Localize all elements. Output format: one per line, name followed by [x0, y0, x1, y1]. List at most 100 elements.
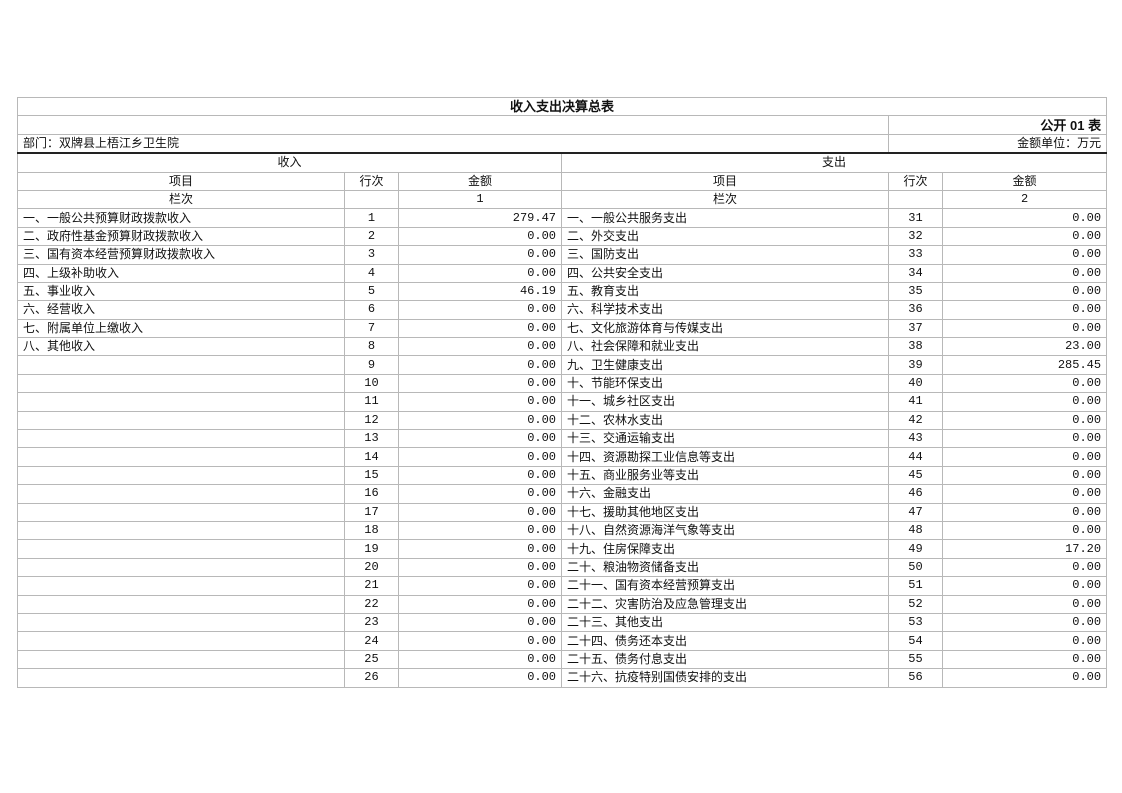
income-header: 收入 [17, 152, 562, 173]
income-index-label: 栏次 [17, 189, 345, 210]
table-row: 一、一般公共预算财政拨款收入 1 279.47 一、一般公共服务支出 31 0.00 [17, 208, 1108, 228]
income-item: 二、政府性基金预算财政拨款收入 [17, 226, 345, 247]
income-amount: 0.00 [398, 392, 562, 412]
expense-item: 二十三、其他支出 [561, 612, 889, 633]
income-line: 2 [344, 226, 399, 247]
income-item: 六、经营收入 [17, 300, 345, 320]
income-amount: 0.00 [398, 447, 562, 467]
table-row: 12 0.00 十二、农林水支出 42 0.00 [17, 410, 1108, 431]
income-line: 25 [344, 649, 399, 670]
expense-header: 支出 [560, 152, 1108, 173]
expense-line: 49 [888, 539, 943, 559]
income-amount: 0.00 [398, 245, 562, 265]
expense-item: 二十二、灾害防治及应急管理支出 [561, 594, 889, 614]
expense-line: 54 [888, 631, 943, 651]
income-item [17, 355, 345, 375]
table-row: 15 0.00 十五、商业服务业等支出 45 0.00 [17, 465, 1108, 486]
expense-amount: 0.00 [941, 392, 1108, 412]
expense-amount: 23.00 [941, 337, 1108, 357]
income-col-index: 1 [398, 189, 562, 210]
expense-item: 二、外交支出 [561, 226, 889, 247]
income-amount-header: 金额 [398, 171, 562, 191]
expense-line: 40 [888, 373, 943, 394]
income-amount: 0.00 [398, 300, 562, 320]
expense-amount: 0.00 [941, 649, 1108, 670]
income-line: 21 [344, 576, 399, 596]
expense-col-index: 2 [941, 189, 1108, 210]
table-row: 16 0.00 十六、金融支出 46 0.00 [17, 484, 1108, 504]
income-line: 12 [344, 410, 399, 431]
income-line: 17 [344, 502, 399, 522]
expense-amount: 0.00 [941, 245, 1108, 265]
expense-line: 34 [888, 263, 943, 283]
income-amount: 0.00 [398, 520, 562, 541]
expense-line: 53 [888, 612, 943, 633]
income-line: 4 [344, 263, 399, 283]
blank-cell [888, 189, 943, 210]
expense-item: 六、科学技术支出 [561, 300, 889, 320]
income-item [17, 502, 345, 522]
income-line: 20 [344, 557, 399, 578]
income-amount: 0.00 [398, 576, 562, 596]
expense-item: 十九、住房保障支出 [561, 539, 889, 559]
income-line: 10 [344, 373, 399, 394]
expense-item: 一、一般公共服务支出 [561, 208, 889, 228]
expense-line: 33 [888, 245, 943, 265]
expense-line: 43 [888, 429, 943, 449]
income-amount: 0.00 [398, 539, 562, 559]
income-line: 5 [344, 281, 399, 302]
expense-amount: 0.00 [941, 410, 1108, 431]
expense-item: 八、社会保障和就业支出 [561, 337, 889, 357]
income-item [17, 576, 345, 596]
expense-item: 十八、自然资源海洋气象等支出 [561, 520, 889, 541]
expense-line: 38 [888, 337, 943, 357]
income-item [17, 410, 345, 431]
table-row: 二、政府性基金预算财政拨款收入 2 0.00 二、外交支出 32 0.00 [17, 226, 1108, 247]
expense-amount: 0.00 [941, 226, 1108, 247]
income-amount: 0.00 [398, 465, 562, 486]
income-item: 八、其他收入 [17, 337, 345, 357]
expense-item: 七、文化旅游体育与传媒支出 [561, 318, 889, 339]
income-amount: 0.00 [398, 594, 562, 614]
expense-item: 三、国防支出 [561, 245, 889, 265]
expense-amount: 0.00 [941, 429, 1108, 449]
expense-line: 31 [888, 208, 943, 228]
table-row: 七、附属单位上缴收入 7 0.00 七、文化旅游体育与传媒支出 37 0.00 [17, 318, 1108, 339]
expense-amount: 0.00 [941, 465, 1108, 486]
form-code: 公开 01 表 [887, 115, 1108, 135]
income-item [17, 594, 345, 614]
department-label: 部门：双牌县上梧江乡卫生院 [17, 133, 889, 155]
expense-amount: 0.00 [941, 576, 1108, 596]
income-line: 22 [344, 594, 399, 614]
income-line: 24 [344, 631, 399, 651]
expense-amount: 0.00 [941, 520, 1108, 541]
expense-line: 37 [888, 318, 943, 339]
income-item [17, 373, 345, 394]
income-amount: 0.00 [398, 410, 562, 431]
expense-amount: 0.00 [941, 373, 1108, 394]
expense-item: 十四、资源勘探工业信息等支出 [561, 447, 889, 467]
expense-amount: 0.00 [941, 281, 1108, 302]
income-line: 13 [344, 429, 399, 449]
table-row: 10 0.00 十、节能环保支出 40 0.00 [17, 373, 1108, 394]
income-item [17, 668, 345, 688]
expense-amount: 0.00 [941, 594, 1108, 614]
expense-line: 42 [888, 410, 943, 431]
expense-amount: 17.20 [941, 539, 1108, 559]
income-amount: 0.00 [398, 502, 562, 522]
unit-label: 金额单位：万元 [887, 133, 1108, 155]
expense-item: 五、教育支出 [561, 281, 889, 302]
income-item [17, 484, 345, 504]
expense-amount: 0.00 [941, 668, 1108, 688]
income-amount: 0.00 [398, 484, 562, 504]
expense-item: 十六、金融支出 [561, 484, 889, 504]
table-row: 17 0.00 十七、援助其他地区支出 47 0.00 [17, 502, 1108, 522]
income-amount: 0.00 [398, 429, 562, 449]
table-row: 11 0.00 十一、城乡社区支出 41 0.00 [17, 392, 1108, 412]
expense-item: 十三、交通运输支出 [561, 429, 889, 449]
income-amount: 279.47 [398, 208, 562, 228]
table-row: 19 0.00 十九、住房保障支出 49 17.20 [17, 539, 1108, 559]
table-row: 23 0.00 二十三、其他支出 53 0.00 [17, 612, 1108, 633]
table-row: 21 0.00 二十一、国有资本经营预算支出 51 0.00 [17, 576, 1108, 596]
income-amount: 0.00 [398, 668, 562, 688]
